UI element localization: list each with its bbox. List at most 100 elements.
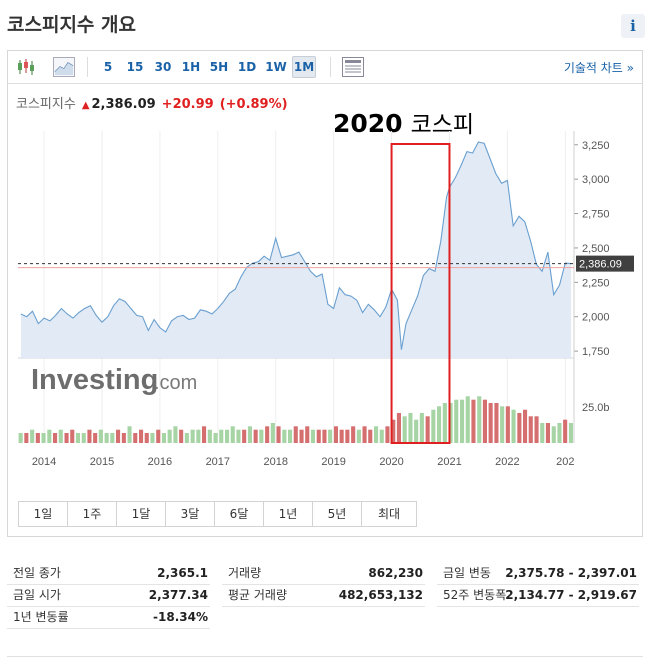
interval-15[interactable]: 15 [126,60,144,74]
toolbar-separator [330,57,331,77]
volume-bar [58,429,63,443]
volume-bar [523,409,528,443]
volume-bar [259,429,264,443]
interval-30[interactable]: 30 [154,60,172,74]
volume-bar [98,429,103,443]
stat-label: 금일 시가 [13,588,61,602]
table-view-icon[interactable] [342,57,364,81]
stat-value: 482,653,132 [338,588,423,602]
index-name: 코스피지수 [16,97,76,112]
volume-bar [505,406,510,443]
volume-bar [144,433,149,443]
volume-bar [179,429,184,443]
x-tick-label: 2015 [90,456,114,468]
volume-bar [328,429,333,443]
volume-bar [345,429,350,443]
volume-bar [414,419,419,443]
page-title: 코스피지수 개요 [7,14,136,36]
x-tick-label: 2021 [437,456,461,468]
info-button[interactable]: i [621,14,645,38]
stats-col-2: 거래량 862,230 평균 거래량 482,653,132 [222,563,425,607]
x-tick-label: 2019 [321,456,345,468]
x-tick-label: 2020 [379,456,403,468]
range-3m[interactable]: 3달 [166,502,215,526]
volume-bar [431,409,436,443]
x-tick-label: 2016 [148,456,172,468]
volume-bar [545,423,550,443]
volume-bar [64,433,69,443]
volume-bar [385,426,390,443]
range-1d[interactable]: 1일 [19,502,68,526]
volume-bar [494,403,499,443]
volume-bar [282,429,287,443]
stats-col-1: 전일 종가 2,365.1 금일 시가 2,377.34 1년 변동률 -18.34% [7,563,210,629]
volume-bar [517,413,522,443]
range-6m[interactable]: 6달 [215,502,264,526]
volume-bar [293,426,298,443]
volume-bar [75,433,80,443]
up-arrow-icon: ▲ [81,100,90,111]
x-tick-label: 2022 [495,456,519,468]
volume-bar [356,429,361,443]
volume-bar [477,396,482,443]
x-tick-label: 2017 [206,456,230,468]
volume-bar [207,429,212,443]
interval-1h[interactable]: 1H [181,60,201,74]
volume-bar [460,399,465,443]
stat-row: 금일 변동 2,375.78 - 2,397.01 [437,563,639,585]
volume-bar [93,433,98,443]
range-1w[interactable]: 1주 [68,502,117,526]
volume-bar [24,433,29,443]
candlestick-icon[interactable] [16,58,36,80]
annotation-year: 2020 [333,109,403,138]
range-1y[interactable]: 1년 [264,502,313,526]
investing-watermark: Investing .com [31,364,197,396]
y-tick-label: 2,000 [582,312,610,324]
volume-bar [500,406,505,443]
volume-bar [322,429,327,443]
volume-bar [563,419,568,443]
technical-chart-link[interactable]: 기술적 차트 » [563,61,634,75]
interval-1w[interactable]: 1W [265,60,287,74]
volume-bar [482,399,487,443]
interval-1d[interactable]: 1D [237,60,257,74]
volume-bar [30,429,35,443]
x-tick-label: 2018 [263,456,287,468]
volume-bar [104,433,109,443]
x-tick-label: 2014 [32,456,56,468]
volume-bar [408,413,413,443]
stat-row: 거래량 862,230 [222,563,425,585]
price-line [20,141,572,350]
range-max[interactable]: 최대 [377,507,401,521]
volume-bar [133,433,138,443]
volume-bar [333,426,338,443]
area-chart-icon[interactable] [53,57,75,81]
volume-bar [442,403,447,443]
price-chart: 3,250 3,000 2,750 2,500 2,250 2,000 1,750 25.0b… [18,131,634,468]
volume-bar [35,433,40,443]
range-1m[interactable]: 1달 [117,502,166,526]
interval-5[interactable]: 5 [103,60,113,74]
stat-value: 2,365.1 [157,566,208,580]
volume-bar [374,426,379,443]
stat-row: 금일 시가 2,377.34 [7,585,210,607]
range-5y[interactable]: 5년 [313,502,362,526]
volume-bar [242,429,247,443]
volume-bar [70,429,75,443]
volume-bar [173,426,178,443]
stat-value: 2,377.34 [148,588,208,602]
volume-bar [339,429,344,443]
volume-bar [18,433,23,443]
y-tick-label: 2,250 [582,277,610,289]
interval-1m[interactable]: 1M [292,56,316,78]
interval-5h[interactable]: 5H [209,60,229,74]
last-price-tag [576,255,634,272]
volume-bar [316,429,321,443]
y-tick-label: 1,750 [582,346,610,358]
volume-bar [276,426,281,443]
volume-bar [351,426,356,443]
volume-bar [465,396,470,443]
volume-bar [161,433,166,443]
stat-label: 거래량 [228,566,262,580]
stat-label: 1년 변동률 [13,610,69,624]
